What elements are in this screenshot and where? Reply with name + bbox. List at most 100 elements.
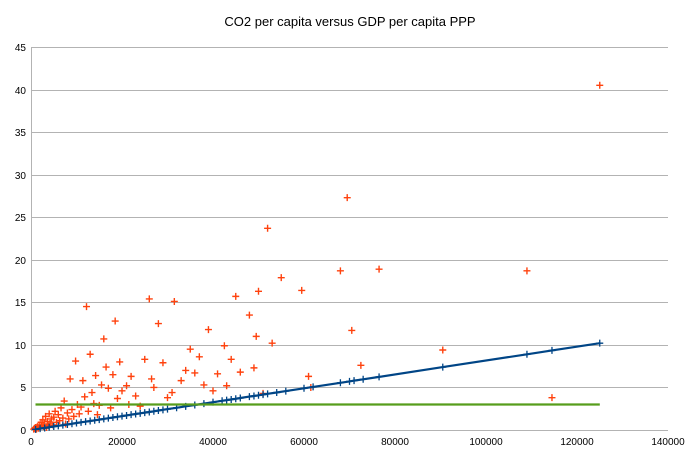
- data-point: [136, 409, 144, 417]
- data-point: [252, 332, 260, 340]
- data-point: [343, 194, 351, 202]
- data-point: [75, 410, 83, 418]
- data-point: [245, 393, 253, 401]
- data-point: [145, 408, 153, 416]
- data-point: [82, 418, 90, 426]
- x-tick-label: 20000: [108, 437, 136, 448]
- data-point: [259, 391, 267, 399]
- data-point: [282, 387, 290, 395]
- series-countries: [30, 81, 604, 433]
- data-point: [250, 364, 258, 372]
- data-point: [123, 411, 131, 419]
- data-point: [164, 405, 171, 413]
- data-point: [357, 361, 365, 369]
- data-point: [164, 394, 171, 402]
- data-point: [83, 303, 91, 311]
- data-point: [79, 377, 87, 385]
- x-tick-label: 140000: [651, 437, 685, 448]
- data-point: [93, 411, 101, 419]
- data-point: [305, 372, 313, 380]
- data-point: [300, 384, 308, 392]
- x-tick-label: 80000: [381, 437, 409, 448]
- data-point: [223, 396, 231, 404]
- data-point: [200, 381, 208, 389]
- data-point: [104, 414, 112, 422]
- data-point: [50, 423, 58, 431]
- data-point: [84, 407, 92, 415]
- y-tick-label: 25: [15, 213, 27, 224]
- data-point: [118, 412, 126, 420]
- data-series: [30, 81, 604, 433]
- data-point: [92, 372, 100, 380]
- data-point: [123, 382, 131, 390]
- x-tick-label: 0: [28, 437, 34, 448]
- data-point: [255, 391, 262, 399]
- data-point: [596, 81, 604, 89]
- data-point: [191, 369, 199, 377]
- data-point: [359, 375, 367, 383]
- data-point: [88, 389, 96, 397]
- data-point: [91, 416, 99, 424]
- data-point: [65, 415, 73, 423]
- data-point: [63, 420, 71, 428]
- x-tick-label: 120000: [560, 437, 594, 448]
- data-point: [346, 377, 353, 385]
- data-point: [148, 375, 156, 383]
- data-point: [548, 346, 556, 354]
- data-point: [63, 409, 71, 417]
- data-point: [209, 387, 217, 395]
- data-point: [77, 418, 85, 426]
- data-point: [109, 371, 117, 379]
- data-point: [145, 295, 153, 303]
- data-point: [141, 409, 149, 417]
- data-point: [336, 267, 344, 275]
- data-point: [113, 395, 121, 403]
- data-point: [154, 407, 162, 415]
- data-point: [73, 419, 80, 427]
- data-point: [159, 359, 167, 367]
- data-point: [336, 379, 344, 387]
- data-point: [236, 394, 244, 402]
- data-point: [264, 224, 272, 232]
- data-point: [218, 397, 226, 405]
- data-point: [204, 326, 212, 334]
- y-axis-tick-labels: 0 5 10 15 20 25 30 35 40 45: [15, 43, 27, 437]
- data-point: [227, 355, 235, 363]
- data-point: [232, 292, 240, 300]
- data-point: [375, 373, 383, 381]
- data-point: [81, 393, 89, 401]
- data-point: [50, 413, 58, 421]
- data-point: [548, 394, 556, 402]
- data-point: [68, 420, 76, 428]
- data-point: [68, 406, 76, 414]
- grid-lines: [31, 47, 668, 388]
- data-point: [170, 297, 178, 305]
- data-point: [277, 274, 285, 282]
- chart-title: CO2 per capita versus GDP per capita PPP: [224, 14, 475, 29]
- data-point: [45, 410, 53, 418]
- data-point: [182, 366, 190, 374]
- data-point: [375, 265, 383, 273]
- data-point: [227, 395, 235, 403]
- data-point: [245, 311, 253, 319]
- data-point: [127, 411, 135, 419]
- data-point: [220, 342, 228, 350]
- series-trend: [32, 339, 604, 433]
- data-point: [523, 350, 531, 358]
- data-point: [596, 339, 604, 347]
- data-point: [59, 414, 67, 422]
- data-point: [109, 413, 117, 421]
- data-point: [41, 424, 49, 432]
- data-point: [298, 286, 306, 294]
- data-point: [36, 425, 44, 433]
- data-point: [98, 381, 106, 389]
- y-tick-label: 20: [15, 256, 27, 267]
- data-point: [159, 406, 167, 414]
- y-tick-label: 40: [15, 86, 27, 97]
- data-point: [118, 387, 126, 395]
- data-point: [59, 421, 67, 429]
- y-tick-label: 10: [15, 341, 27, 352]
- data-point: [268, 339, 276, 347]
- data-point: [42, 412, 50, 420]
- data-point: [264, 390, 272, 398]
